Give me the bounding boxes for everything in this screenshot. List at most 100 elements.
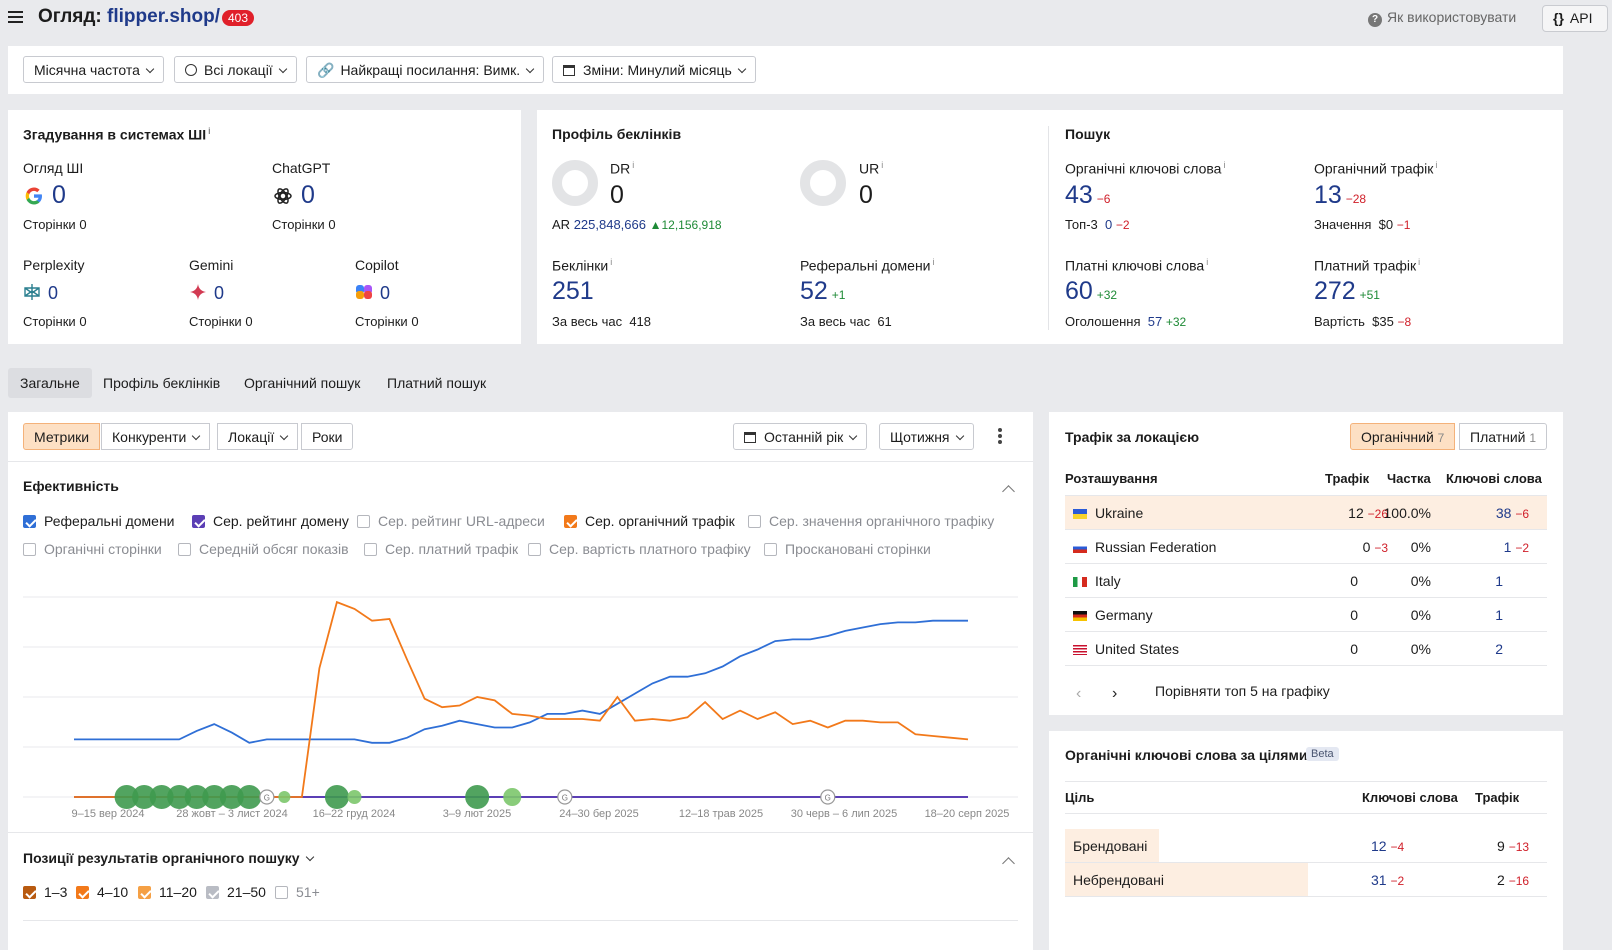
metric-checkbox[interactable]: Сер. рейтинг домену: [192, 513, 349, 529]
competitors-dropdown[interactable]: Конкуренти: [101, 423, 211, 450]
ai-overview-value[interactable]: 0: [52, 181, 66, 209]
api-label: API: [1569, 10, 1593, 26]
years-toggle[interactable]: Роки: [301, 423, 354, 450]
col-traffic[interactable]: Трафік: [1325, 471, 1370, 486]
paid-toggle[interactable]: Платний 1: [1459, 423, 1548, 450]
chatgpt-label: ChatGPT: [272, 160, 331, 176]
intent-row[interactable]: Небрендовані 31 −2 2 −16: [1065, 863, 1547, 897]
keywords-value[interactable]: 2: [1495, 641, 1503, 657]
tab-paid[interactable]: Платний пошук: [387, 375, 487, 391]
location-row[interactable]: Italy 0 0% 1: [1065, 564, 1547, 598]
position-checkbox[interactable]: 4–10: [76, 884, 128, 900]
intent-traffic-cell: 2 −16: [1497, 872, 1529, 888]
event-marker: [132, 785, 157, 809]
info-icon[interactable]: i: [1223, 160, 1226, 170]
traffic-value: 0: [1350, 607, 1358, 623]
top-bar: Огляд: flipper.shop/ 403 ? Як використову…: [0, 0, 1612, 36]
keywords-value[interactable]: 1: [1503, 539, 1512, 555]
copilot-label: Copilot: [355, 257, 399, 273]
tab-general[interactable]: Загальне: [8, 368, 92, 398]
prev-page-icon[interactable]: ‹: [1076, 685, 1082, 702]
metric-checkbox[interactable]: Сер. рейтинг URL-адреси: [357, 513, 545, 529]
info-icon[interactable]: i: [610, 257, 613, 267]
ua-flag-icon: [1073, 509, 1087, 519]
info-icon[interactable]: i: [932, 257, 935, 267]
collapse-efficiency-icon[interactable]: [1002, 483, 1015, 499]
backlinks-value[interactable]: 251: [552, 277, 594, 305]
gemini-value[interactable]: 0: [214, 283, 225, 303]
metric-checkbox[interactable]: Проскановані сторінки: [764, 541, 931, 557]
tab-backlinks[interactable]: Профіль беклінків: [103, 375, 221, 391]
compare-top5-link[interactable]: Порівняти топ 5 на графіку: [1155, 683, 1330, 699]
traffic-value: 0: [1362, 539, 1371, 555]
col-keywords[interactable]: Ключові слова: [1446, 471, 1542, 486]
info-icon[interactable]: i: [632, 160, 635, 170]
next-page-icon[interactable]: ›: [1112, 685, 1118, 702]
positions-title[interactable]: Позиції результатів органічного пошуку: [23, 850, 314, 866]
organic-toggle[interactable]: Органічний 7: [1350, 423, 1456, 450]
location-row[interactable]: Ukraine 12 −26 100.0% 38 −6: [1065, 496, 1547, 530]
col-intent-keywords[interactable]: Ключові слова: [1362, 790, 1458, 805]
beta-badge: Beta: [1306, 747, 1339, 761]
chatgpt-value[interactable]: 0: [301, 181, 315, 209]
locations-chart-dropdown[interactable]: Локації: [217, 423, 299, 450]
perplexity-value[interactable]: 0: [48, 283, 59, 303]
best-links-dropdown[interactable]: 🔗 Найкращі посилання: Вимк.: [306, 56, 545, 83]
col-share[interactable]: Частка: [1387, 471, 1431, 486]
position-checkbox[interactable]: 1–3: [23, 884, 67, 900]
info-icon[interactable]: i: [208, 126, 211, 136]
granularity-dropdown[interactable]: Щотижня: [879, 423, 974, 450]
org-kw-value[interactable]: 43: [1065, 181, 1093, 209]
intent-keywords-cell: 31 −2: [1371, 872, 1404, 888]
intent-keywords-value[interactable]: 31: [1371, 872, 1387, 888]
keywords-value[interactable]: 1: [1495, 573, 1503, 589]
help-link[interactable]: ? Як використовувати: [1368, 9, 1516, 27]
location-row[interactable]: Russian Federation 0 −3 0% 1 −2: [1065, 530, 1547, 564]
copilot-value[interactable]: 0: [380, 283, 391, 303]
top3-value[interactable]: 0: [1105, 217, 1113, 232]
paid-traffic-value[interactable]: 272: [1314, 277, 1356, 305]
frequency-dropdown[interactable]: Місячна частота: [23, 56, 164, 83]
org-kw-delta: −6: [1096, 192, 1111, 206]
locations-dropdown[interactable]: Всі локації: [174, 56, 297, 83]
intent-keywords-value[interactable]: 12: [1371, 838, 1387, 854]
more-options-icon[interactable]: [998, 428, 1002, 444]
ads-value[interactable]: 57: [1147, 314, 1163, 329]
org-traffic-value[interactable]: 13: [1314, 181, 1342, 209]
position-checkbox[interactable]: 21–50: [206, 884, 266, 900]
period-dropdown[interactable]: Останній рік: [733, 423, 868, 450]
metric-checkbox[interactable]: Сер. платний трафік: [364, 541, 518, 557]
position-checkbox[interactable]: 51+: [275, 884, 320, 900]
col-intent-traffic[interactable]: Трафік: [1475, 790, 1520, 805]
info-icon[interactable]: i: [1206, 257, 1209, 267]
tab-organic[interactable]: Органічний пошук: [244, 375, 361, 391]
metrics-toggle[interactable]: Метрики: [23, 423, 101, 450]
metric-checkbox[interactable]: Сер. значення органічного трафіку: [748, 513, 994, 529]
api-button[interactable]: {} API: [1542, 5, 1608, 32]
hamburger-menu-icon[interactable]: [8, 11, 23, 23]
refdomains-value[interactable]: 52: [800, 277, 828, 305]
metric-checkbox[interactable]: Середній обсяг показів: [178, 541, 349, 557]
changes-dropdown[interactable]: Зміни: Минулий місяць: [552, 56, 756, 83]
metric-checkbox[interactable]: Сер. органічний трафік: [564, 513, 735, 529]
event-marker: [184, 785, 209, 809]
keywords-value[interactable]: 38: [1495, 505, 1512, 521]
location-row[interactable]: United States 0 0% 2: [1065, 632, 1547, 666]
info-icon[interactable]: i: [1435, 160, 1438, 170]
ar-value[interactable]: 225,848,666: [573, 217, 646, 232]
metric-checkbox[interactable]: Сер. вартість платного трафіку: [528, 541, 751, 557]
paid-traffic-row: 272 +51: [1314, 277, 1380, 306]
metric-checkbox[interactable]: Органічні сторінки: [23, 541, 162, 557]
keywords-cell: 1 −2: [1504, 539, 1529, 555]
position-checkbox[interactable]: 11–20: [138, 884, 197, 900]
location-row[interactable]: Germany 0 0% 1: [1065, 598, 1547, 632]
info-icon[interactable]: i: [1418, 257, 1421, 267]
keywords-value[interactable]: 1: [1495, 607, 1503, 623]
intent-row[interactable]: Брендовані 12 −4 9 −13: [1065, 829, 1547, 863]
domain-link[interactable]: flipper.shop/: [107, 6, 220, 27]
checkbox-checked-icon: [192, 515, 205, 528]
metric-checkbox[interactable]: Реферальні домени: [23, 513, 175, 529]
info-icon[interactable]: i: [881, 160, 884, 170]
collapse-positions-icon[interactable]: [1002, 855, 1015, 871]
paid-kw-value[interactable]: 60: [1065, 277, 1093, 305]
